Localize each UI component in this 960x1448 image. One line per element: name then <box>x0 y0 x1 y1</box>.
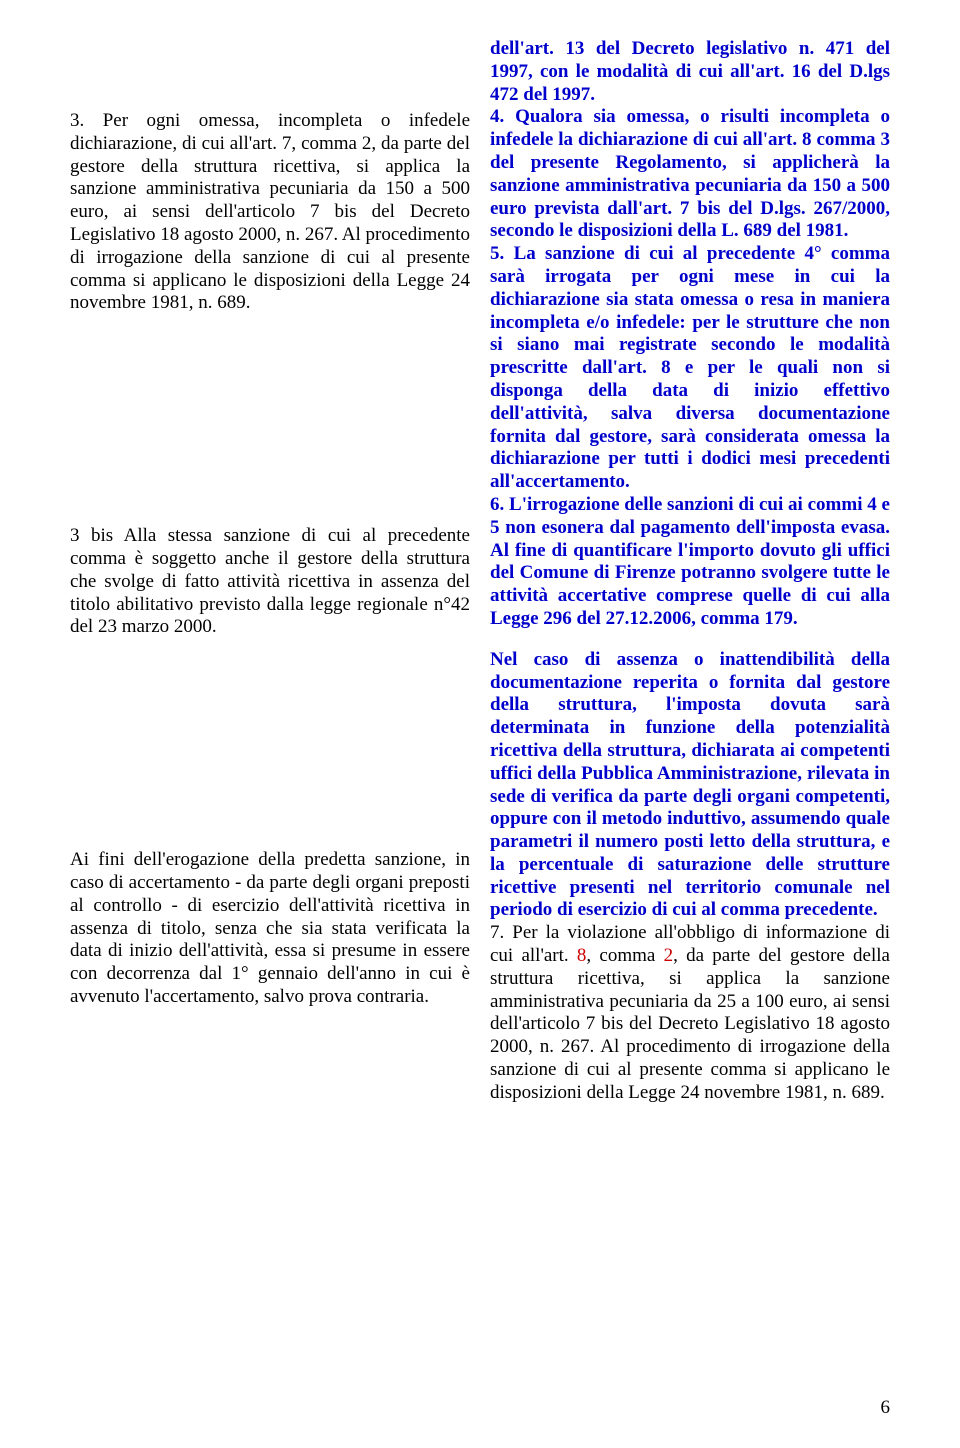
page-number: 6 <box>881 1397 891 1420</box>
spacer <box>490 631 890 649</box>
two-column-layout: 3. Per ogni omessa, incompleta o infedel… <box>70 38 890 1105</box>
left-column: 3. Per ogni omessa, incompleta o infedel… <box>70 38 470 1105</box>
spacer <box>70 315 470 525</box>
right-paragraph-4: 6. L'irrogazione delle sanzioni di cui a… <box>490 494 890 631</box>
left-paragraph-3: Ai fini dell'erogazione della predetta s… <box>70 849 470 1009</box>
right-column: dell'art. 13 del Decreto legislativo n. … <box>490 38 890 1105</box>
right-paragraph-5: Nel caso di assenza o inattendibilità de… <box>490 649 890 923</box>
right-paragraph-6: 7. Per la violazione all'obbligo di info… <box>490 922 890 1104</box>
spacer <box>70 639 470 849</box>
r6-red-b: 8 <box>577 945 587 966</box>
right-paragraph-1: dell'art. 13 del Decreto legislativo n. … <box>490 38 890 106</box>
right-paragraph-3: 5. La sanzione di cui al precedente 4° c… <box>490 243 890 494</box>
right-paragraph-2: 4. Qualora sia omessa, o risulti incompl… <box>490 106 890 243</box>
r6-red-d: 2 <box>664 945 674 966</box>
left-paragraph-2: 3 bis Alla stessa sanzione di cui al pre… <box>70 525 470 639</box>
r6-text-e: , da parte del gestore della struttura r… <box>490 945 890 1103</box>
left-paragraph-1: 3. Per ogni omessa, incompleta o infedel… <box>70 110 470 315</box>
r6-text-c: , comma <box>586 945 663 966</box>
spacer <box>70 38 470 110</box>
